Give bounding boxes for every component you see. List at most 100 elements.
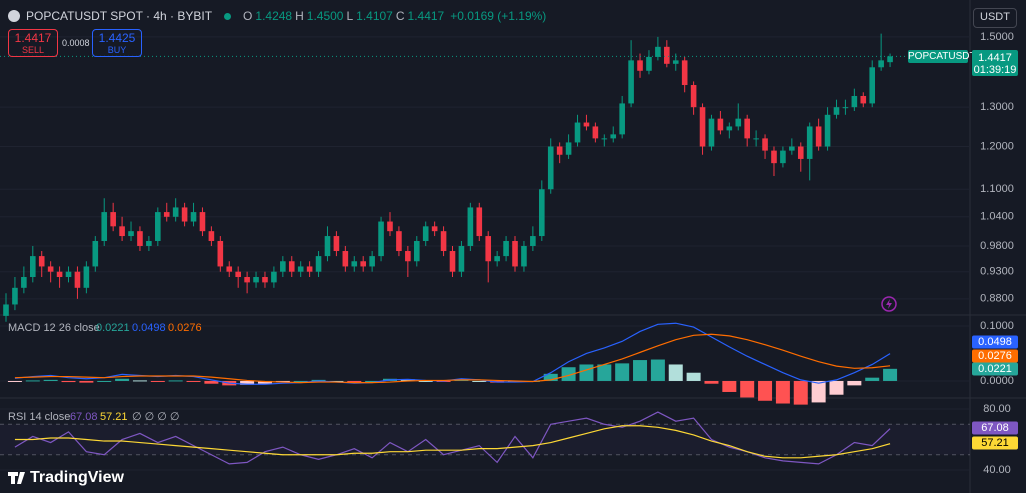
histogram-bar <box>847 380 862 386</box>
candle-body <box>244 277 250 283</box>
candle-body <box>672 60 679 64</box>
candle-body <box>172 207 179 217</box>
rsi-tag <box>972 421 1018 435</box>
candle-body <box>753 138 759 140</box>
candle-body <box>56 271 63 278</box>
signal-tag-label: 0.0276 <box>978 350 1012 362</box>
spread: 0.0008 <box>62 38 90 48</box>
histogram-bar <box>61 380 76 383</box>
histogram-bar <box>400 379 415 381</box>
candle-body <box>646 56 652 71</box>
candle-body <box>664 46 670 64</box>
candle-body <box>503 240 509 257</box>
candle-body <box>797 146 804 159</box>
candle-body <box>583 122 590 127</box>
histogram-bar <box>418 380 433 382</box>
candle-body <box>83 266 90 288</box>
candle-body <box>369 256 375 267</box>
histogram-bar <box>293 380 308 382</box>
candle-body <box>47 266 54 272</box>
histogram-bar <box>793 380 808 405</box>
candle-body <box>851 95 858 108</box>
candle-body <box>431 226 438 232</box>
histogram-bar <box>186 380 201 382</box>
legend-text: ∅ ∅ ∅ ∅ <box>132 411 180 423</box>
candle-body <box>181 207 188 222</box>
candle-body <box>726 126 733 131</box>
currency-select[interactable]: USDT <box>973 8 1017 28</box>
legend-text: 57.21 <box>100 411 128 423</box>
ohlc-key: L <box>346 9 354 23</box>
ohlc-value: 1.4500 <box>306 9 344 23</box>
rsi-ma-tag-label: 57.21 <box>981 437 1009 449</box>
candle-body <box>708 118 715 147</box>
candle-body <box>735 118 742 127</box>
histogram-bar <box>79 380 94 383</box>
candle-body <box>422 226 429 241</box>
legend-text: 67.08 <box>70 411 98 423</box>
candle-body <box>717 118 724 131</box>
candle-body <box>556 146 563 155</box>
buy-button[interactable]: 1.4425 BUY <box>92 29 142 57</box>
legend-text: 0.0276 <box>168 322 202 334</box>
ohlc-value: 1.4248 <box>255 9 293 23</box>
histogram-bar <box>168 380 183 382</box>
candle-body <box>619 103 625 135</box>
candle-body <box>628 60 634 104</box>
legend-text: RSI 14 close <box>8 411 70 423</box>
candle-body <box>699 107 706 147</box>
histogram-bar <box>686 372 701 381</box>
histogram-bar <box>25 380 40 382</box>
candle-body <box>190 212 197 222</box>
candle-body <box>262 277 268 283</box>
macd-tag <box>972 335 1018 349</box>
legend-text: 0.0221 <box>96 322 130 334</box>
candle-body <box>110 212 116 227</box>
candle-body <box>396 231 402 252</box>
ohlc: O 1.4248 H 1.4500 L 1.4107 C 1.4417 <box>243 9 444 23</box>
candle-body <box>681 60 688 86</box>
candle-body <box>128 231 134 237</box>
symbol[interactable]: POPCATUSDT SPOT · 4h · BYBIT <box>26 9 213 23</box>
y-tick-label: 1.1000 <box>980 183 1014 195</box>
change: +0.0169 (+1.19%) <box>450 9 547 23</box>
histogram-bar <box>43 379 58 381</box>
candle-body <box>467 207 474 246</box>
candle-body <box>869 67 876 104</box>
candle-body <box>842 107 849 109</box>
histogram-bar <box>758 380 773 401</box>
candle-body <box>655 46 661 57</box>
histogram-bar <box>722 380 737 392</box>
histogram-bar <box>633 360 648 381</box>
ohlc-key: O <box>243 9 253 23</box>
histogram-bar <box>543 373 558 381</box>
candle-body <box>342 251 349 267</box>
candle-body <box>271 271 277 283</box>
candle-body <box>324 236 331 257</box>
y-tick-label: 80.00 <box>983 403 1011 415</box>
candle-body <box>12 287 18 305</box>
header: POPCATUSDT SPOT · 4h · BYBIT O 1.4248 H 1.4… <box>8 9 546 23</box>
histogram-bar <box>579 364 594 381</box>
histogram-bar <box>240 380 255 385</box>
y-tick-label: 1.2000 <box>980 140 1014 152</box>
axis-panel <box>970 0 1026 493</box>
histogram-bar <box>150 380 165 382</box>
candle-body <box>280 261 286 272</box>
candle-body <box>476 207 483 237</box>
sell-button[interactable]: 1.4417 SELL <box>8 29 58 57</box>
indicator-line <box>14 425 891 459</box>
histogram-bar <box>775 380 790 404</box>
candle-body <box>306 266 313 272</box>
alert-icon[interactable] <box>881 296 897 312</box>
macd-tag-label: 0.0498 <box>978 336 1012 348</box>
candle-body <box>637 60 643 71</box>
candle-body <box>878 60 884 68</box>
histogram-bar <box>115 378 130 381</box>
candle-body <box>485 236 492 262</box>
histogram-tag-label: 0.0221 <box>978 363 1012 375</box>
histogram-bar <box>668 364 683 381</box>
histogram-bar <box>257 380 272 384</box>
y-tick-label: 1.5000 <box>980 31 1014 43</box>
